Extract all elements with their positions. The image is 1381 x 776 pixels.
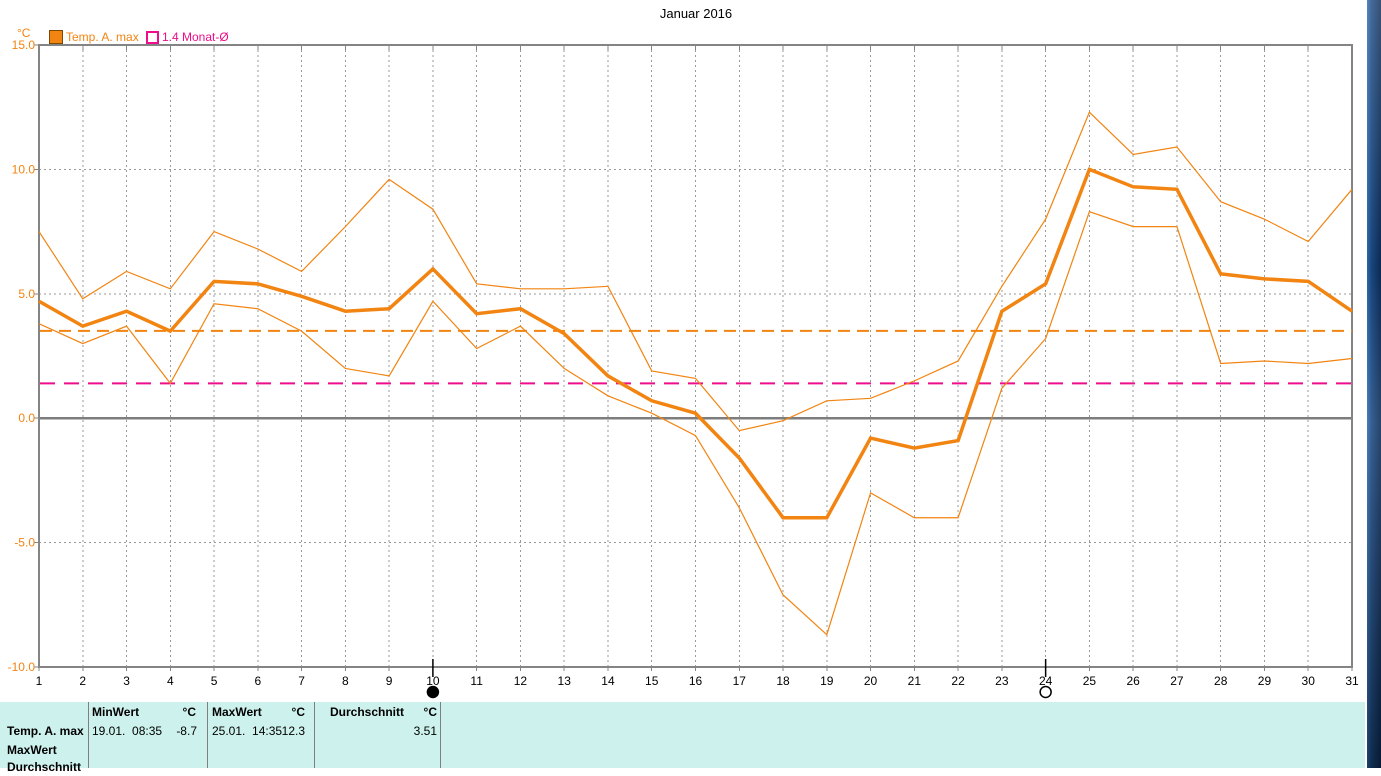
x-axis-day-label: 25 [1083,674,1097,688]
x-axis-day-label: 14 [601,674,615,688]
x-axis-day-label: 8 [342,674,349,688]
x-axis-day-label: 3 [123,674,130,688]
x-axis-day-label: 29 [1258,674,1272,688]
x-axis-day-label: 6 [254,674,261,688]
series-daily-max-envelope [38,111,1353,432]
monat-avg-legend-swatch-icon [146,31,159,44]
table-separator [440,702,441,768]
x-axis-day-label: 19 [820,674,834,688]
x-axis-day-label: 9 [386,674,393,688]
durchschnitt-temp-value: 3.51 [413,724,437,738]
x-axis-day-label: 16 [689,674,703,688]
maxwert-date-value: 25.01. 14:35 [212,724,283,738]
y-axis-unit-label: °C [17,26,31,40]
table-row-label-temp-a-max: Temp. A. max [7,724,84,738]
plot-border [37,43,1354,669]
x-axis-day-label: 17 [733,674,747,688]
y-axis-tick-label: 15.0 [12,38,36,52]
table-separator [207,702,208,768]
table-header-minwert-unit: °C [182,705,196,719]
temp-a-max-legend-swatch-icon [49,30,63,44]
y-axis-tick-label: 0.0 [18,411,35,425]
y-axis-tick-label: -5.0 [14,536,35,550]
table-header-maxwert-unit: °C [291,705,305,719]
table-header-durchschnitt-unit: °C [423,705,437,719]
table-row-label-maxwert: MaxWert [7,743,57,757]
x-axis-day-label: 13 [558,674,572,688]
minwert-date-value: 19.01. 08:35 [92,724,163,738]
new-moon-icon [426,685,440,699]
minwert-temp-value: -8.7 [176,724,197,738]
x-axis-day-label: 18 [776,674,790,688]
x-axis-day-label: 24 [1039,674,1053,688]
y-axis-tick-label: -10.0 [8,660,36,674]
stats-table: MinWert °C MaxWert °C Durchschnitt °C Te… [0,702,1365,774]
x-axis-day-label: 22 [951,674,965,688]
x-axis-day-label: 15 [645,674,659,688]
table-separator [88,702,89,768]
x-axis-day-label: 2 [79,674,86,688]
x-axis-day-label: 12 [514,674,528,688]
x-axis-day-label: 28 [1214,674,1228,688]
chart-title: Januar 2016 [659,6,733,21]
y-axis-tick-label: 5.0 [18,287,35,301]
table-header-maxwert: MaxWert [212,705,262,719]
x-axis-day-label: 11 [470,674,483,688]
x-axis-day-label: 4 [167,674,174,688]
table-header-durchschnitt: Durchschnitt [330,705,405,719]
x-axis-day-label: 30 [1302,674,1316,688]
series-temp-a-max-mean [38,167,1353,520]
table-row-label-durchschnitt: Durchschnitt [7,760,82,774]
y-axis-tick-label: 10.0 [12,162,36,176]
desktop-background-strip [1367,0,1381,768]
x-axis-day-label: 31 [1345,674,1359,688]
maxwert-temp-value: 12.3 [281,724,305,738]
x-axis-day-label: 27 [1170,674,1184,688]
temperature-chart-canvas: 15.010.05.00.0-5.0-10.01 2 3 4 5 6 7 8 9 10 11 12 13… [8,38,1359,699]
chart-legend: Temp. A. max 1.4 Monat-Ø [0,29,1381,45]
full-moon-icon [1039,685,1052,699]
table-separator [314,702,315,768]
monat-avg-legend-label: 1.4 Monat-Ø [162,30,229,44]
x-axis-day-label: 23 [995,674,1009,688]
x-axis-day-label: 26 [1126,674,1140,688]
series-daily-min-envelope [38,210,1353,636]
x-axis-day-label: 7 [298,674,305,688]
x-axis-day-label: 10 [426,674,440,688]
x-axis-day-label: 20 [864,674,878,688]
table-header-minwert: MinWert [92,705,140,719]
x-axis-day-label: 5 [211,674,218,688]
x-axis-day-label: 1 [36,674,43,688]
x-axis-day-label: 21 [908,674,922,688]
temp-a-max-legend-label: Temp. A. max [66,30,139,44]
